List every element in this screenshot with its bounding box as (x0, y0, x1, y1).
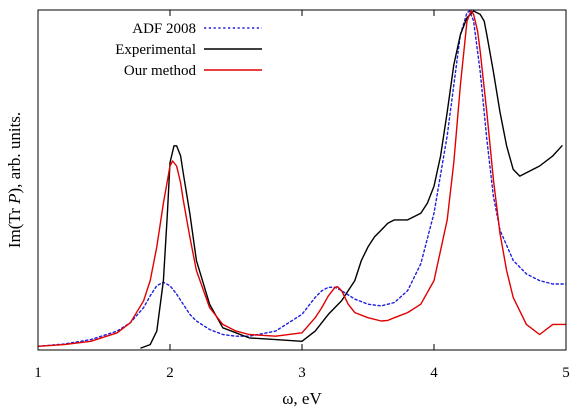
legend-entry-our-method: Our method (124, 63, 262, 79)
series-line-experimental (140, 10, 563, 349)
legend-entry-adf-2008: ADF 2008 (132, 21, 262, 37)
series-layer (38, 10, 566, 349)
tick-layer: 1 2 3 4 5 (34, 10, 570, 381)
legend-label: Our method (124, 63, 197, 79)
x-tick-label: 3 (298, 365, 306, 381)
legend-label: ADF 2008 (132, 21, 196, 37)
x-tick-label: 4 (430, 365, 438, 381)
x-tick-label: 1 (34, 365, 42, 381)
series-line-our-method (38, 10, 566, 347)
x-axis-label: ω, eV (282, 389, 322, 408)
x-tick-label: 5 (562, 365, 570, 381)
y-axis-label-suffix: ), arb. units. (5, 112, 24, 194)
legend-entry-experimental: Experimental (115, 42, 262, 58)
legend-label: Experimental (115, 42, 196, 58)
legend: ADF 2008 Experimental Our method (115, 21, 262, 79)
y-axis-label-prefix: Im(Tr (5, 204, 24, 248)
x-tick-label: 2 (166, 365, 174, 381)
plot-frame (37, 9, 567, 351)
y-axis-label-symbol: P (5, 194, 24, 205)
y-axis-label: Im(Tr P), arb. units. (5, 112, 24, 248)
series-line-adf-2008 (38, 10, 566, 347)
